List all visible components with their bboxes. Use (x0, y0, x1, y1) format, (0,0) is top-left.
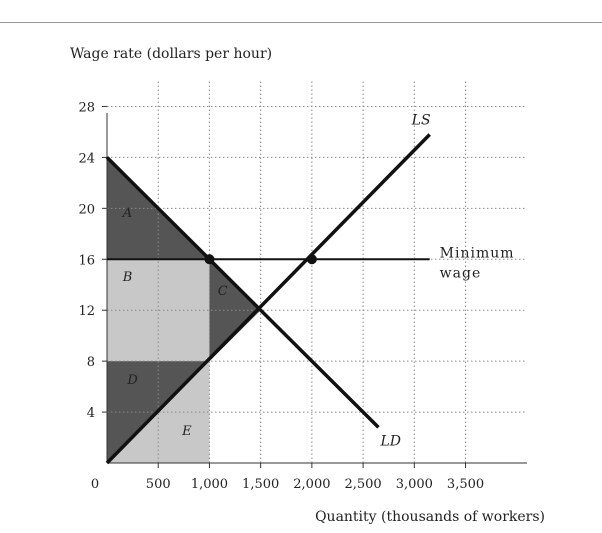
y-tick-label: 28 (78, 100, 95, 115)
x-tick-label: 500 (146, 477, 171, 492)
series-line-ls (105, 133, 431, 465)
region-label-c: C (218, 284, 228, 299)
x-tick-label: 3,500 (447, 477, 484, 492)
minimum-wage-label-line1: Minimum (440, 245, 515, 261)
region-label-e: E (181, 424, 192, 439)
x-tick-label: 1,500 (242, 477, 279, 492)
y-axis-title: Wage rate (dollars per hour) (70, 46, 272, 62)
y-tick-label: 4 (87, 406, 95, 421)
region-label-d: D (126, 373, 138, 388)
series-label-ld: LD (379, 433, 401, 449)
series-line-ld (105, 156, 380, 429)
y-tick-label: 16 (78, 253, 95, 268)
x-axis-title: Quantity (thousands of workers) (315, 509, 545, 525)
region-label-a: A (122, 206, 132, 221)
x-tick-label: 2,500 (344, 477, 381, 492)
origin-label: 0 (91, 477, 99, 492)
minimum-wage-label-line2: wage (440, 265, 482, 281)
y-tick-label: 20 (78, 202, 95, 217)
top-divider (0, 22, 602, 23)
axes: 500 1,000 1,500 2,000 2,500 3,000 3,500 4 8 12 16 2… (78, 100, 527, 492)
y-tick-label: 8 (87, 355, 95, 370)
x-tick-label: 2,000 (293, 477, 330, 492)
data-point (306, 254, 317, 265)
annotations: LS LD Minimum wage A B C D E (122, 112, 515, 449)
x-tick-label: 3,000 (396, 477, 433, 492)
data-point (204, 254, 215, 265)
y-tick-label: 24 (78, 151, 95, 166)
x-tick-label: 1,000 (191, 477, 228, 492)
curves (105, 133, 431, 465)
series-label-ls: LS (411, 112, 431, 128)
y-tick-label: 12 (78, 304, 95, 319)
region-label-b: B (122, 270, 133, 285)
